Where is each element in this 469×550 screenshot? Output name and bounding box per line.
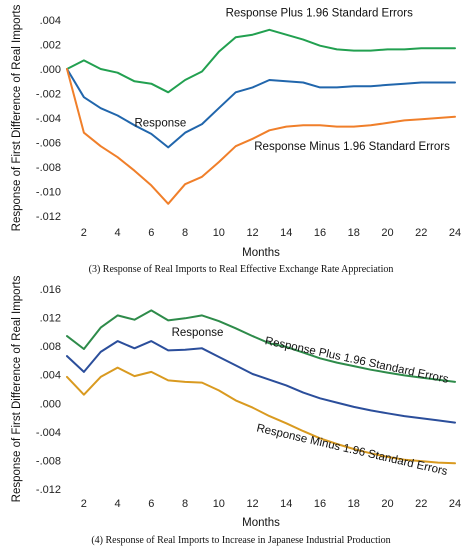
y-tick-label: -.002 [36,89,61,101]
y-tick-label: -.012 [36,211,61,223]
series-line-2 [66,68,456,205]
figure-caption: (4) Response of Real Imports to Increase… [91,535,390,546]
x-tick-label: 16 [314,498,326,510]
y-tick-label: .008 [40,341,61,353]
y-tick-label: .000 [40,64,61,76]
y-tick-label: -.004 [36,113,61,125]
y-tick-label: -.008 [36,455,61,467]
x-tick-label: 18 [348,498,360,510]
series-line-1 [66,340,456,424]
series-line-1 [66,68,456,149]
y-tick-label: .004 [40,370,61,382]
series-annotation: Response [134,118,186,130]
x-tick-label: 24 [449,227,461,239]
x-tick-label: 6 [148,227,154,239]
y-tick-label: -.012 [36,484,61,496]
x-tick-label: 12 [246,227,258,239]
x-tick-label: 6 [148,498,154,510]
y-tick-label: .000 [40,398,61,410]
x-tick-label: 12 [246,498,258,510]
x-tick-label: 24 [449,498,461,510]
x-axis-title: Months [242,247,280,259]
y-tick-label: .004 [40,15,61,27]
x-tick-label: 10 [213,498,225,510]
figure-caption: (3) Response of Real Imports to Real Eff… [89,264,394,275]
x-tick-label: 22 [415,227,427,239]
x-tick-label: 20 [381,498,393,510]
series-annotation: Response Minus 1.96 Standard Errors [255,422,449,478]
y-tick-label: -.006 [36,138,61,150]
x-tick-label: 8 [182,227,188,239]
x-axis-title: Months [242,517,280,529]
chart-panel-3: .004 .002 .000 -.002 -.004 -.006 -.008 -.010 -.0… [11,4,461,275]
series-annotation: Response Plus 1.96 Standard Errors [264,335,450,386]
x-tick-label: 16 [314,227,326,239]
x-tick-label: 14 [280,227,292,239]
series-annotation: Response [172,327,224,339]
series-annotation: Response Minus 1.96 Standard Errors [254,141,450,153]
y-tick-label: -.010 [36,187,61,199]
series-line-2 [66,366,456,465]
y-tick-label: .002 [40,40,61,52]
x-tick-label: 4 [115,498,121,510]
y-tick-label: -.004 [36,427,61,439]
x-tick-label: 14 [280,498,292,510]
y-axis-title: Response of First Difference of Real Imp… [11,4,23,231]
x-tick-label: 4 [115,227,121,239]
y-tick-label: .012 [40,313,61,325]
x-tick-label: 18 [348,227,360,239]
series-annotation: Response Plus 1.96 Standard Errors [226,7,414,19]
x-tick-label: 8 [182,498,188,510]
x-tick-label: 22 [415,498,427,510]
x-tick-label: 2 [81,498,87,510]
y-axis-title: Response of First Difference of Real Imp… [11,275,23,502]
x-tick-label: 10 [213,227,225,239]
x-tick-label: 20 [381,227,393,239]
series-line-0 [66,28,456,94]
y-tick-label: .016 [40,284,61,296]
x-tick-label: 2 [81,227,87,239]
y-tick-label: -.008 [36,162,61,174]
series-line-0 [66,309,456,383]
